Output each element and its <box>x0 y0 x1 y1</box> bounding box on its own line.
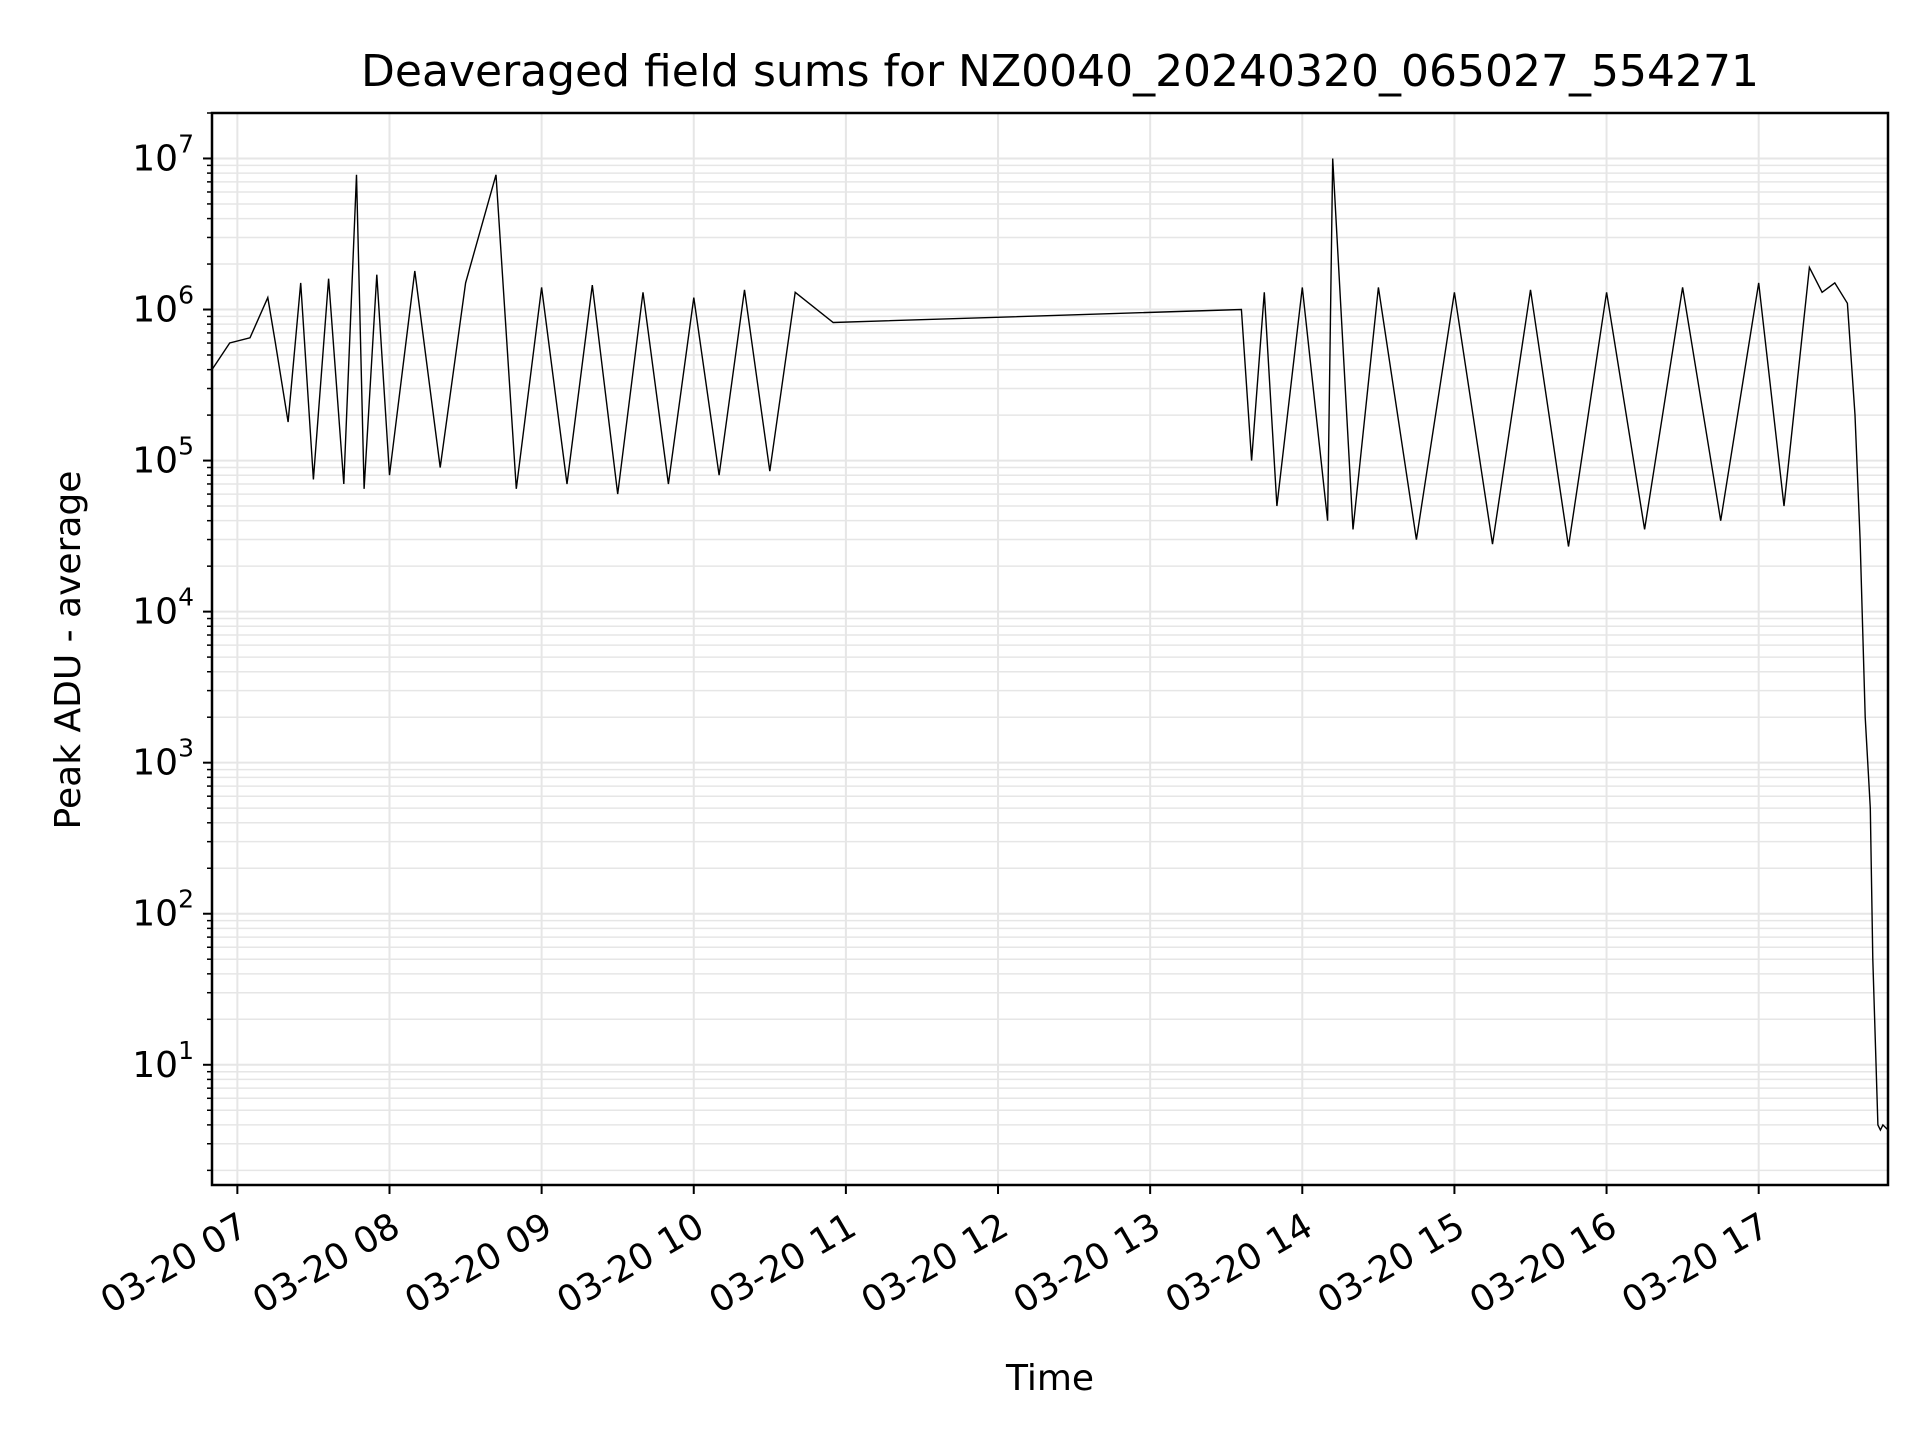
series-line <box>211 158 1889 1132</box>
y-tick-label: 102 <box>132 885 194 935</box>
y-tick-label: 106 <box>132 281 194 331</box>
x-axis-label: Time <box>1005 1358 1094 1399</box>
y-tick-label: 101 <box>132 1036 194 1086</box>
plot-area <box>211 158 1889 1132</box>
plot-frame <box>210 111 1890 1187</box>
chart-title: Deaveraged field sums for NZ0040_2024032… <box>361 46 1759 97</box>
y-axis: 101 102 103 104 105 106 107 <box>132 112 212 1172</box>
y-tick-label: 103 <box>132 734 194 784</box>
grid <box>212 112 1888 1185</box>
y-tick-label: 107 <box>132 129 194 179</box>
y-tick-label: 104 <box>132 583 194 633</box>
y-tick-label: 105 <box>132 432 194 482</box>
y-axis-label: Peak ADU - average <box>48 471 89 830</box>
